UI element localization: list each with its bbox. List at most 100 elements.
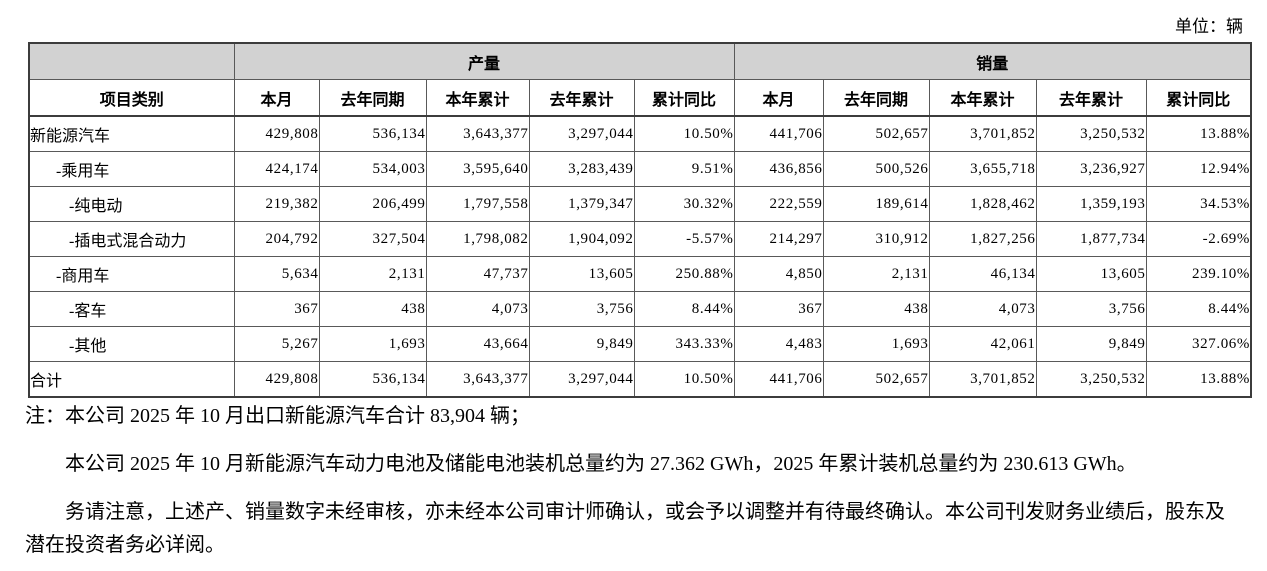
row-label: -纯电动: [28, 186, 235, 222]
cell: 438: [822, 291, 930, 327]
cell: 327,504: [318, 221, 427, 257]
cell: 500,526: [822, 151, 930, 187]
table-row-commercial: -商用车 5,634 2,131 47,737 13,605 250.88% 4…: [28, 256, 1252, 292]
cell: 3,236,927: [1035, 151, 1147, 187]
cell: 3,297,044: [528, 361, 635, 398]
cell: 9,849: [528, 326, 635, 362]
group-header-production: 产量: [233, 42, 735, 80]
cell: 3,250,532: [1035, 115, 1147, 152]
cell: 1,797,558: [425, 186, 530, 222]
cell: 4,850: [733, 256, 824, 292]
column-header-sales-yoy: 累计同比: [1145, 79, 1252, 117]
table-row-total: 合计 429,808 536,134 3,643,377 3,297,044 1…: [28, 361, 1252, 398]
column-header-sales-last-year-period: 去年同期: [822, 79, 930, 117]
cell: 367: [233, 291, 320, 327]
cell: 4,073: [425, 291, 530, 327]
cell: -2.69%: [1145, 221, 1252, 257]
note-disclaimer: 务请注意，上述产、销量数字未经审核，亦未经本公司审计师确认，或会予以调整并有待最…: [25, 501, 1225, 556]
cell: 30.32%: [633, 186, 735, 222]
column-header-sales-ytd: 本年累计: [928, 79, 1037, 117]
cell: 3,283,439: [528, 151, 635, 187]
table-column-header-row: 项目类别 本月 去年同期 本年累计 去年累计 累计同比 本月 去年同期 本年累计…: [28, 79, 1252, 117]
cell: 10.50%: [633, 361, 735, 398]
unit-label: 单位：辆: [1175, 17, 1243, 36]
column-header-category: 项目类别: [28, 79, 235, 117]
cell: 8.44%: [1145, 291, 1252, 327]
column-header-prod-last-year-period: 去年同期: [318, 79, 427, 117]
cell: 9,849: [1035, 326, 1147, 362]
row-label: 新能源汽车: [28, 115, 235, 152]
cell: 429,808: [233, 115, 320, 152]
cell: 1,379,347: [528, 186, 635, 222]
cell: 424,174: [233, 151, 320, 187]
cell: 10.50%: [633, 115, 735, 152]
cell: 438: [318, 291, 427, 327]
column-header-sales-last-ytd: 去年累计: [1035, 79, 1147, 117]
row-label: 合计: [28, 361, 235, 398]
cell: 3,756: [528, 291, 635, 327]
cell: 1,798,082: [425, 221, 530, 257]
cell: 4,483: [733, 326, 824, 362]
cell: 502,657: [822, 361, 930, 398]
column-header-prod-last-ytd: 去年累计: [528, 79, 635, 117]
cell: 1,693: [822, 326, 930, 362]
cell: 1,693: [318, 326, 427, 362]
row-label: -客车: [28, 291, 235, 327]
row-label: -其他: [28, 326, 235, 362]
table-row-phev: -插电式混合动力 204,792 327,504 1,798,082 1,904…: [28, 221, 1252, 257]
cell: 3,297,044: [528, 115, 635, 152]
cell: 2,131: [318, 256, 427, 292]
cell: 5,634: [233, 256, 320, 292]
table-row-nev: 新能源汽车 429,808 536,134 3,643,377 3,297,04…: [28, 115, 1252, 152]
cell: 4,073: [928, 291, 1037, 327]
cell: 367: [733, 291, 824, 327]
column-header-prod-ytd: 本年累计: [425, 79, 530, 117]
cell: 214,297: [733, 221, 824, 257]
note-export: 注：本公司 2025 年 10 月出口新能源汽车合计 83,904 辆；: [25, 405, 530, 427]
column-header-sales-month: 本月: [733, 79, 824, 117]
cell: 219,382: [233, 186, 320, 222]
cell: 47,737: [425, 256, 530, 292]
cell: 1,877,734: [1035, 221, 1147, 257]
cell: 327.06%: [1145, 326, 1252, 362]
cell: 343.33%: [633, 326, 735, 362]
cell: 34.53%: [1145, 186, 1252, 222]
cell: 239.10%: [1145, 256, 1252, 292]
cell: 3,250,532: [1035, 361, 1147, 398]
table-row-bus: -客车 367 438 4,073 3,756 8.44% 367 438 4,…: [28, 291, 1252, 327]
cell: 3,643,377: [425, 115, 530, 152]
row-label: -乘用车: [28, 151, 235, 187]
row-label: -商用车: [28, 256, 235, 292]
cell: 3,643,377: [425, 361, 530, 398]
cell: 441,706: [733, 361, 824, 398]
cell: -5.57%: [633, 221, 735, 257]
cell: 13,605: [528, 256, 635, 292]
cell: 436,856: [733, 151, 824, 187]
cell: 536,134: [318, 361, 427, 398]
row-label: -插电式混合动力: [28, 221, 235, 257]
production-sales-table: 产量 销量 项目类别 本月 去年同期 本年累计 去年累计 累计同比 本月 去年同…: [28, 42, 1252, 398]
cell: 310,912: [822, 221, 930, 257]
cell: 222,559: [733, 186, 824, 222]
footnotes: 注：本公司 2025 年 10 月出口新能源汽车合计 83,904 辆； 本公司…: [25, 400, 1243, 562]
group-header-sales: 销量: [733, 42, 1252, 80]
cell: 46,134: [928, 256, 1037, 292]
cell: 13,605: [1035, 256, 1147, 292]
cell: 43,664: [425, 326, 530, 362]
cell: 429,808: [233, 361, 320, 398]
cell: 441,706: [733, 115, 824, 152]
cell: 13.88%: [1145, 115, 1252, 152]
table-row-bev: -纯电动 219,382 206,499 1,797,558 1,379,347…: [28, 186, 1252, 222]
cell: 3,655,718: [928, 151, 1037, 187]
cell: 1,359,193: [1035, 186, 1147, 222]
cell: 3,701,852: [928, 115, 1037, 152]
table-row-passenger: -乘用车 424,174 534,003 3,595,640 3,283,439…: [28, 151, 1252, 187]
group-header-empty: [28, 42, 235, 80]
cell: 13.88%: [1145, 361, 1252, 398]
cell: 206,499: [318, 186, 427, 222]
cell: 3,701,852: [928, 361, 1037, 398]
cell: 536,134: [318, 115, 427, 152]
table-group-header-row: 产量 销量: [28, 42, 1252, 80]
cell: 1,828,462: [928, 186, 1037, 222]
cell: 2,131: [822, 256, 930, 292]
